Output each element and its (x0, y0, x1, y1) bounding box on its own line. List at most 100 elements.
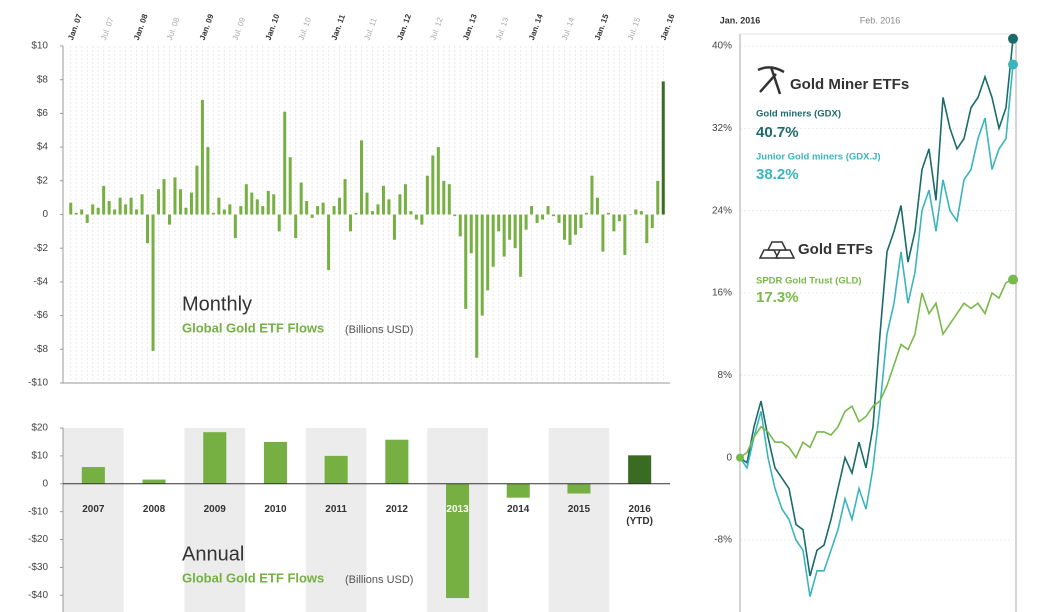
bar (420, 214, 424, 225)
bar (140, 194, 144, 215)
bar (244, 184, 248, 215)
group-title: Gold Miner ETFs (790, 76, 909, 93)
series-line (739, 38, 1014, 577)
bar (628, 455, 652, 484)
bar (261, 206, 265, 215)
x-tick-label: Jan. 2016 (720, 15, 761, 25)
y-tick-label: 0 (42, 209, 48, 220)
end-marker (1008, 33, 1018, 44)
unit-note: (Billions USD) (345, 574, 413, 586)
bar (502, 214, 506, 257)
bar (203, 432, 227, 484)
bar (469, 214, 473, 254)
bar (480, 214, 484, 316)
bar (113, 209, 117, 215)
y-tick-label: -$10 (28, 506, 48, 517)
bar (360, 140, 364, 215)
bar (387, 199, 391, 215)
y-tick-label: $4 (37, 142, 49, 153)
bar (81, 467, 105, 484)
bar (409, 211, 413, 215)
x-tick-label: 2010 (264, 504, 287, 515)
bar (385, 439, 409, 484)
bar (321, 202, 325, 215)
bar (102, 185, 106, 215)
bar (606, 212, 610, 215)
bar (173, 177, 177, 215)
x-tick-label: Jul. 11 (362, 16, 379, 41)
bar (579, 214, 583, 228)
bar (425, 175, 429, 215)
bar (332, 206, 336, 215)
bar (552, 214, 556, 217)
bar (354, 212, 358, 215)
bar (497, 214, 501, 232)
bar (475, 214, 479, 358)
gold-bars-icon (758, 241, 796, 259)
bar (316, 206, 320, 215)
bar (623, 214, 627, 255)
y-tick-label: $20 (31, 423, 48, 434)
bar (628, 214, 632, 215)
bar (211, 212, 215, 215)
bar (365, 192, 369, 215)
bar (436, 147, 440, 215)
bar (80, 209, 84, 215)
bar (118, 197, 122, 215)
bar (151, 214, 155, 351)
bar (222, 209, 226, 215)
x-tick-label: Jan. 07 (66, 12, 84, 41)
bar (162, 179, 166, 215)
column-shade (63, 428, 124, 612)
legend-label: SPDR Gold Trust (GLD) (756, 276, 862, 287)
unit-note: (Billions USD) (345, 324, 413, 336)
bar (634, 209, 638, 215)
y-tick-label: $10 (31, 41, 48, 52)
bar (228, 204, 232, 215)
legend-label: Gold miners (GDX) (756, 109, 841, 120)
x-tick-label: Jan. 14 (527, 12, 545, 41)
bar (277, 214, 281, 232)
bar (453, 214, 457, 217)
bar (189, 192, 193, 215)
x-tick-label: Jul. 10 (297, 16, 314, 42)
bar (124, 204, 128, 215)
bar (458, 214, 462, 237)
bar (392, 214, 396, 240)
bar (639, 211, 643, 215)
bar (294, 214, 298, 239)
start-marker (736, 453, 744, 462)
bar (255, 199, 259, 215)
bar (74, 212, 78, 215)
x-tick-label: Jul. 13 (494, 16, 511, 42)
value-label: 38.2% (756, 166, 799, 183)
bar (398, 194, 402, 215)
y-tick-label: -$2 (34, 243, 49, 254)
bar (506, 483, 530, 498)
bar (299, 182, 303, 215)
bar (519, 214, 523, 277)
bar (541, 214, 545, 220)
x-tick-label: 2011 (325, 504, 347, 515)
column-shade (548, 428, 610, 612)
y-tick-label: $6 (37, 108, 49, 119)
y-tick-label: $8 (37, 74, 49, 85)
bar (557, 214, 561, 223)
bar (562, 214, 567, 240)
y-tick-label: 16% (712, 288, 732, 299)
chart-title: Annual (182, 543, 244, 565)
x-tick-label: Jan. 16 (659, 12, 677, 41)
bar (349, 214, 353, 232)
bar (135, 209, 139, 215)
x-tick-label: 2013 (446, 504, 469, 515)
bar (107, 201, 111, 215)
y-tick-label: 32% (712, 123, 732, 134)
chart-title: Monthly (182, 293, 252, 315)
bar (645, 214, 649, 244)
bar (129, 197, 133, 215)
x-tick-label: Jan. 08 (132, 12, 150, 41)
bar (661, 81, 665, 215)
